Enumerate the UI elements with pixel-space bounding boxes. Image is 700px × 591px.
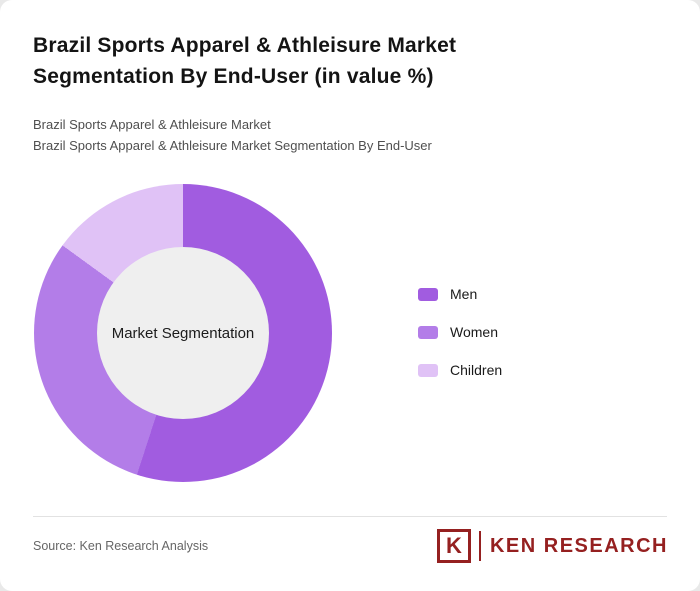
- logo-wordmark: KEN RESEARCH: [489, 534, 668, 557]
- legend-item-children: Children: [418, 362, 502, 378]
- logo-separator: [478, 531, 481, 561]
- legend-item-women: Women: [418, 324, 502, 340]
- donut-center-label: Market Segmentation: [111, 324, 255, 342]
- chart-subtitle-line1: Brazil Sports Apparel & Athleisure Marke…: [33, 117, 271, 132]
- legend-item-men: Men: [418, 286, 502, 302]
- donut-chart-area: Market Segmentation: [34, 184, 332, 482]
- donut-hole: Market Segmentation: [97, 247, 269, 419]
- legend-label: Men: [450, 286, 478, 302]
- page-title: Brazil Sports Apparel & Athleisure Marke…: [33, 30, 653, 92]
- page-title-line2: Segmentation By End-User (in value %): [33, 65, 434, 88]
- chart-subtitle: Brazil Sports Apparel & Athleisure Marke…: [33, 114, 653, 156]
- chart-subtitle-line2: Brazil Sports Apparel & Athleisure Marke…: [33, 138, 432, 153]
- legend-label: Women: [450, 324, 498, 340]
- ken-research-logo: K KEN RESEARCH: [436, 528, 668, 564]
- legend-swatch: [418, 287, 438, 301]
- page-title-line1: Brazil Sports Apparel & Athleisure Marke…: [33, 34, 457, 57]
- legend: Men Women Children: [418, 286, 502, 378]
- source-text: Source: Ken Research Analysis: [33, 539, 209, 553]
- footer-divider: [33, 516, 667, 517]
- legend-swatch: [418, 325, 438, 339]
- legend-label: Children: [450, 362, 503, 378]
- legend-swatch: [418, 363, 438, 377]
- logo-k-icon: K: [436, 529, 471, 563]
